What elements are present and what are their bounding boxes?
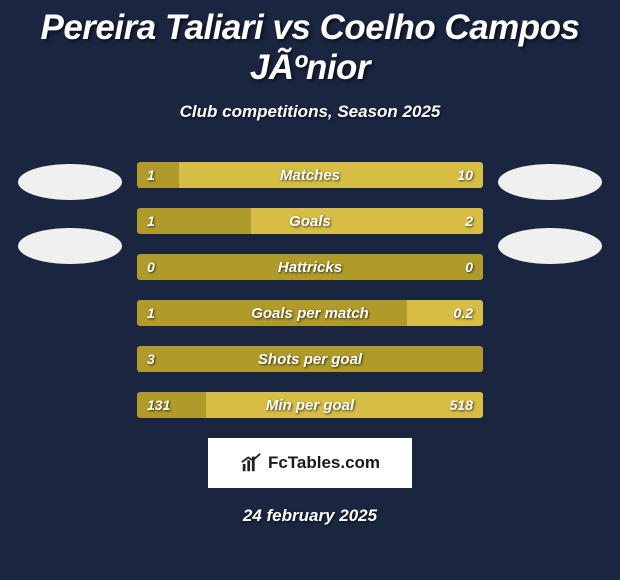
brand-badge[interactable]: FcTables.com [208,438,412,488]
page-title: Pereira Taliari vs Coelho Campos JÃºnior [0,8,620,88]
right-team-avatar [498,228,602,264]
chart-icon [240,452,262,474]
stat-bar-right [206,392,483,418]
stat-bar-left [137,208,251,234]
left-avatars-col [15,162,125,264]
subtitle: Club competitions, Season 2025 [0,102,620,122]
comparison-row: 110Matches 12Goals 00Hattricks 10.2Goals pe… [0,162,620,418]
left-player-avatar [18,164,122,200]
stat-bar-left [137,346,483,372]
stat-bar: 3Shots per goal [137,346,483,372]
right-avatars-col [495,162,605,264]
stats-bars: 110Matches 12Goals 00Hattricks 10.2Goals pe… [137,162,483,418]
stat-bar: 110Matches [137,162,483,188]
right-player-avatar [498,164,602,200]
brand-text: FcTables.com [268,453,380,473]
stat-bar-left [137,162,179,188]
stat-bar: 00Hattricks [137,254,483,280]
stat-bar-right [179,162,483,188]
stat-bar: 131518Min per goal [137,392,483,418]
date-line: 24 february 2025 [0,506,620,526]
stat-bar: 12Goals [137,208,483,234]
stat-bar-left [137,254,483,280]
stat-bar-right [251,208,483,234]
stat-bar-right [407,300,483,326]
stat-bar-left [137,392,206,418]
stat-bar: 10.2Goals per match [137,300,483,326]
stat-bar-left [137,300,407,326]
left-team-avatar [18,228,122,264]
